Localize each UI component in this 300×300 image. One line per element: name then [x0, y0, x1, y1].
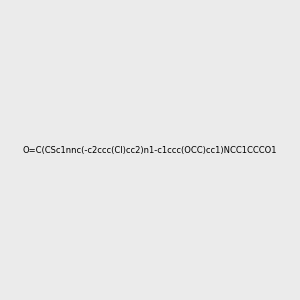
- Text: O=C(CSc1nnc(-c2ccc(Cl)cc2)n1-c1ccc(OCC)cc1)NCC1CCCO1: O=C(CSc1nnc(-c2ccc(Cl)cc2)n1-c1ccc(OCC)c…: [23, 146, 277, 154]
